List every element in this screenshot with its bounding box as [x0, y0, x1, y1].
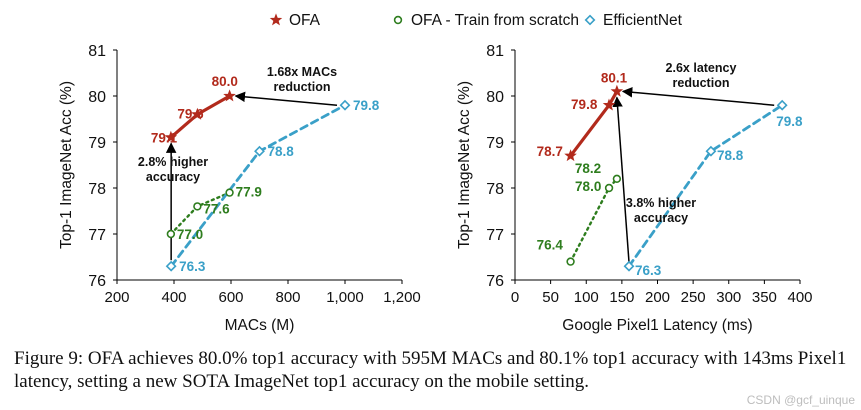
annotation-line: reduction — [274, 80, 331, 94]
marker-ofa-train-from-scratch-2 — [612, 174, 622, 184]
marker-ofa-1 — [191, 107, 204, 120]
marker-ofa-legend — [269, 13, 283, 26]
figure: OFA OFA - Train from scratch EfficientNet … — [58, 12, 813, 334]
y-tick-label: 79 — [486, 135, 504, 152]
x-tick-label: 50 — [542, 289, 559, 306]
legend-label: EfficientNet — [603, 12, 683, 29]
marker-ofa-train-from-scratch-0 — [166, 229, 176, 239]
y-tick-label: 81 — [88, 43, 106, 60]
annotation-line: 2.6x latency — [666, 61, 737, 75]
annotation-line: reduction — [673, 76, 730, 90]
x-tick-label: 400 — [161, 289, 186, 306]
y-tick-label: 78 — [486, 181, 504, 198]
y-tick-label: 80 — [88, 89, 106, 106]
x-tick-label: 1,200 — [383, 289, 421, 306]
data-label: 76.3 — [635, 263, 662, 278]
marker-ofa-1 — [602, 98, 616, 111]
marker-efficientnet-0 — [165, 260, 177, 272]
data-label: 78.8 — [268, 144, 295, 159]
data-label: 77.6 — [203, 201, 230, 216]
annotation-line: accuracy — [634, 211, 688, 225]
marker-ofa-train-from-scratch-2 — [225, 188, 234, 197]
data-label: 79.8 — [571, 97, 598, 112]
watermark: CSDN @gcf_uinque — [746, 393, 855, 407]
x-tick-label: 0 — [511, 289, 519, 306]
data-label: 76.4 — [537, 238, 564, 253]
legend-label: OFA - Train from scratch — [411, 12, 579, 29]
legend-item: OFA - Train from scratch — [393, 12, 579, 29]
x-tick-label: 1,000 — [326, 289, 364, 306]
y-tick-label: 77 — [486, 227, 504, 244]
annotation-arrow-0 — [621, 87, 775, 106]
marker-ofa-2 — [610, 84, 624, 97]
marker-ofa-train-from-scratch-0 — [566, 257, 575, 266]
data-label: 78.8 — [717, 148, 744, 163]
marker-ofa-train-from-scratch-legend — [393, 15, 403, 25]
x-tick-label: 250 — [681, 289, 706, 306]
x-tick-label: 100 — [574, 289, 599, 306]
data-label: 79.8 — [353, 98, 380, 113]
data-label: 77.9 — [236, 185, 262, 200]
marker-efficientnet-1 — [705, 145, 717, 157]
y-tick-label: 76 — [486, 273, 504, 290]
marker-ofa-2 — [223, 89, 236, 102]
marker-efficientnet-legend — [584, 14, 596, 26]
legend-item: EfficientNet — [584, 12, 683, 29]
data-label: 79.1 — [151, 130, 178, 145]
chart-latency: 0 50 100 150 200 250 300 350 400 76 77 78 79 80 81 Goog… — [456, 43, 813, 334]
annotation-line: accuracy — [146, 170, 200, 184]
annotation-line: 3.8% higher — [626, 196, 696, 210]
x-tick-label: 200 — [104, 289, 129, 306]
data-label: 79.8 — [776, 114, 803, 129]
annotation-line: 1.68x MACs — [267, 65, 337, 79]
marker-ofa-0 — [564, 149, 577, 162]
x-axis-title: Google Pixel1 Latency (ms) — [562, 317, 752, 334]
x-tick-label: 350 — [752, 289, 777, 306]
x-tick-label: 400 — [787, 289, 812, 306]
x-axis-title: MACs (M) — [225, 317, 295, 334]
figure-caption: Figure 9: OFA achieves 80.0% top1 accura… — [14, 348, 847, 392]
marker-ofa-train-from-scratch-1 — [604, 183, 614, 193]
y-tick-label: 78 — [88, 181, 106, 198]
data-label: 78.2 — [575, 161, 601, 176]
data-label: 80.1 — [601, 70, 628, 85]
y-axis-title: Top-1 ImageNet Acc (%) — [58, 81, 75, 249]
data-label: 80.0 — [212, 74, 238, 89]
data-label: 76.3 — [179, 259, 206, 274]
y-tick-label: 77 — [88, 227, 106, 244]
data-label: 79.6 — [177, 106, 204, 121]
chart-macs: 200 400 600 800 1,000 1,200 76 77 78 79 80 81 MACs (… — [58, 43, 421, 334]
data-label: 78.7 — [537, 144, 563, 159]
marker-efficientnet-1 — [254, 145, 265, 157]
annotation-arrow-1 — [612, 96, 630, 263]
marker-efficientnet-0 — [623, 260, 635, 272]
y-tick-label: 76 — [88, 273, 106, 290]
marker-efficientnet-2 — [339, 99, 351, 111]
series-line-efficientnet — [627, 103, 784, 268]
x-tick-label: 600 — [218, 289, 243, 306]
x-tick-label: 150 — [609, 289, 634, 306]
x-tick-label: 800 — [275, 289, 300, 306]
annotation-line: 2.8% higher — [138, 155, 208, 169]
y-tick-label: 80 — [486, 89, 504, 106]
data-label: 78.0 — [575, 179, 601, 194]
x-tick-label: 300 — [716, 289, 741, 306]
legend-item: OFA — [269, 12, 321, 29]
marker-ofa-0 — [164, 130, 178, 143]
y-tick-label: 79 — [88, 135, 106, 152]
data-label: 77.0 — [177, 227, 203, 242]
annotation-arrow-0 — [234, 91, 338, 106]
y-tick-label: 81 — [486, 43, 504, 60]
y-axis-title: Top-1 ImageNet Acc (%) — [456, 81, 473, 249]
legend-label: OFA — [289, 12, 321, 29]
x-tick-label: 200 — [645, 289, 670, 306]
legend: OFA OFA - Train from scratch EfficientNet — [269, 12, 683, 29]
marker-ofa-train-from-scratch-1 — [193, 202, 202, 211]
marker-efficientnet-2 — [776, 99, 788, 111]
